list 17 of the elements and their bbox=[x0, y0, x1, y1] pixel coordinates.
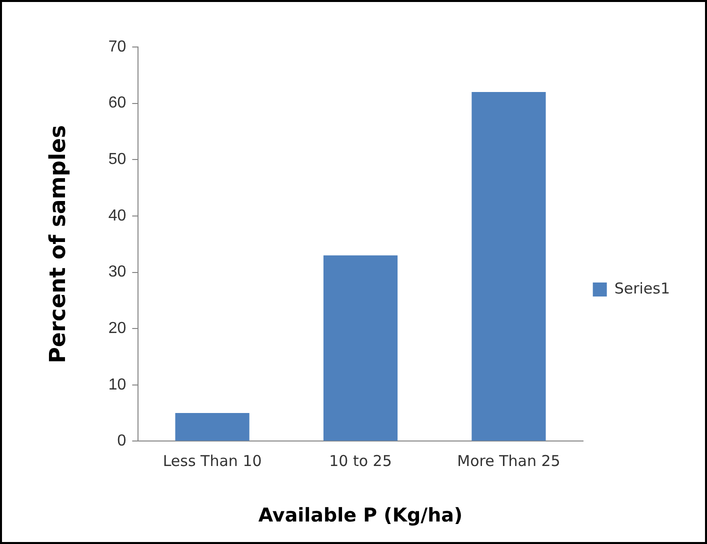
bar bbox=[175, 413, 250, 441]
x-tick-label: 10 to 25 bbox=[329, 452, 392, 470]
bar bbox=[323, 255, 398, 441]
x-tick-label: Less Than 10 bbox=[162, 452, 262, 470]
y-tick-label: 40 bbox=[108, 207, 126, 224]
y-tick-label: 0 bbox=[117, 432, 126, 450]
y-tick-label: 60 bbox=[108, 94, 126, 112]
y-tick-label: 30 bbox=[108, 264, 126, 281]
legend-label: Series1 bbox=[614, 279, 670, 298]
y-tick-label: 20 bbox=[108, 320, 126, 337]
y-tick-label: 10 bbox=[108, 376, 126, 394]
y-axis-title: Percent of samples bbox=[46, 124, 71, 364]
x-axis-title: Available P (Kg/ha) bbox=[258, 504, 463, 527]
y-tick-label: 50 bbox=[108, 151, 126, 168]
x-tick-label: More Than 25 bbox=[457, 452, 560, 470]
bar bbox=[472, 92, 546, 441]
y-tick-label: 70 bbox=[108, 38, 126, 56]
